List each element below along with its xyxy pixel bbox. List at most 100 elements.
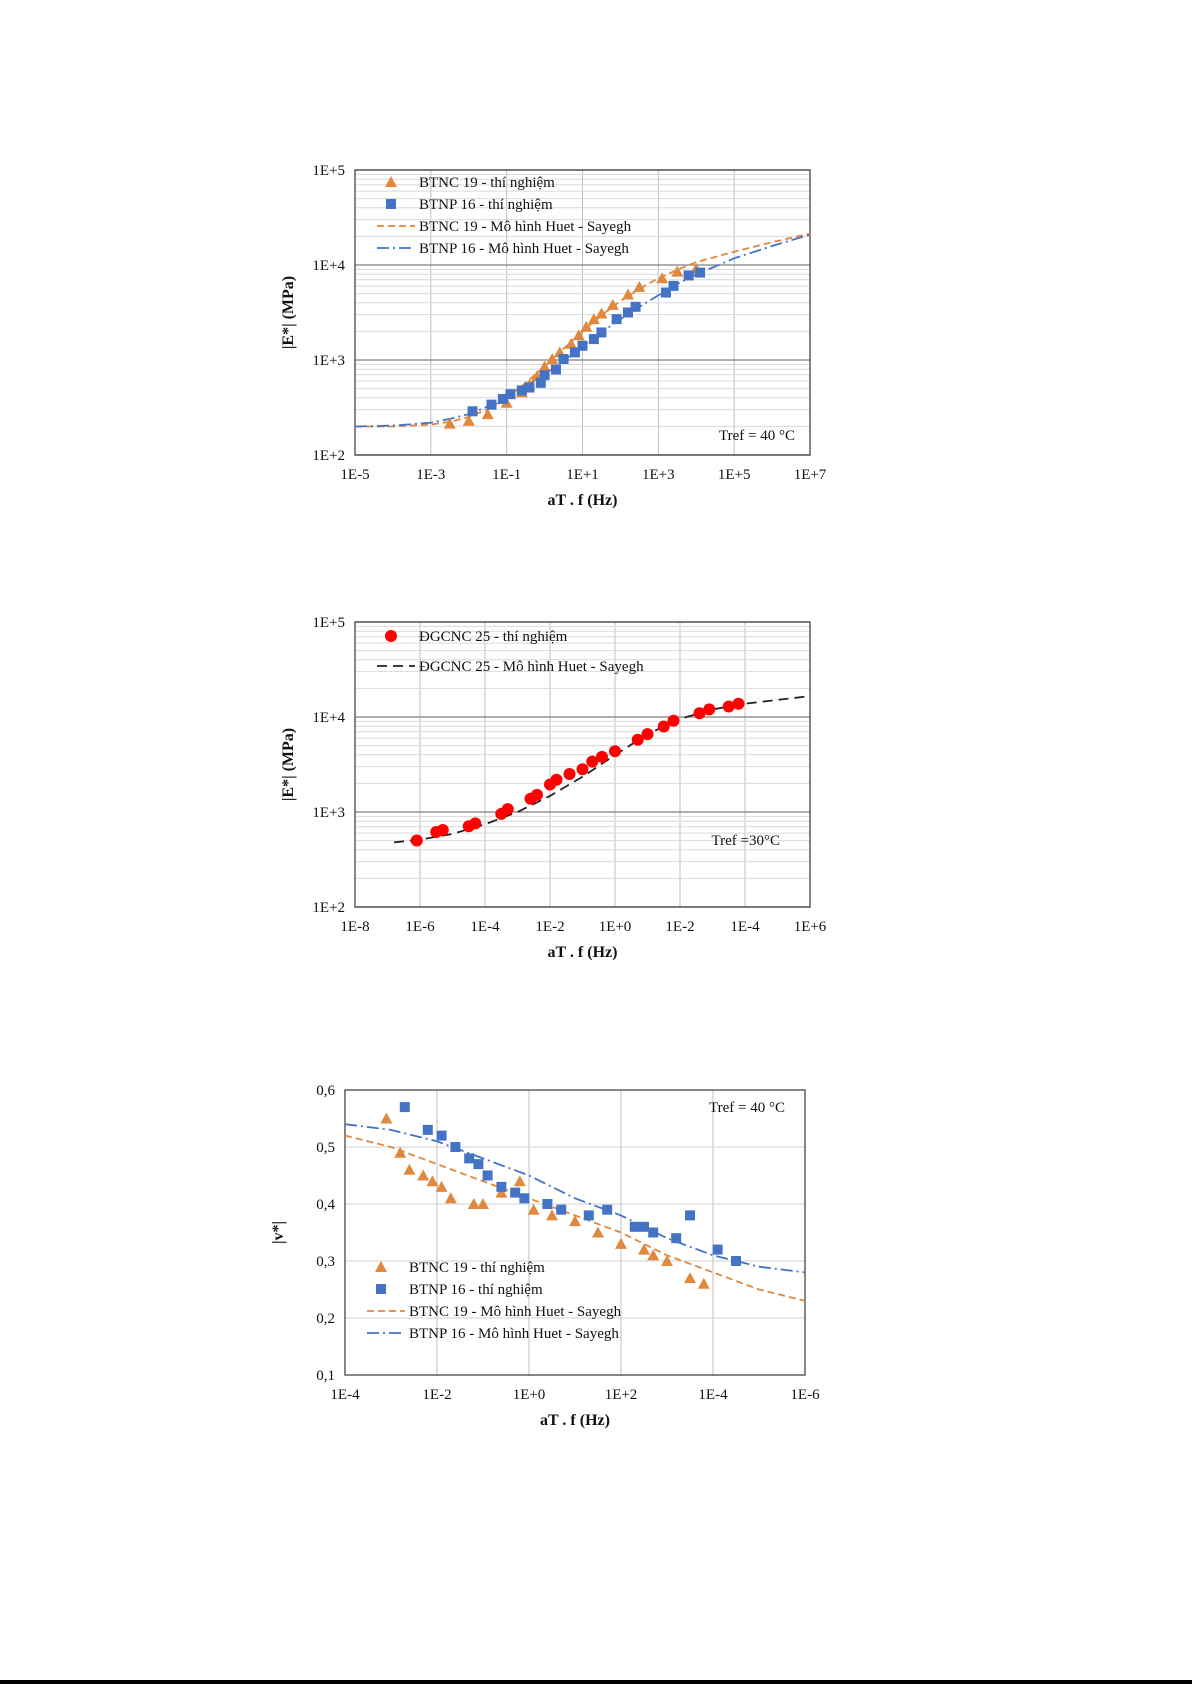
y-tick-label: 1E+3 — [312, 353, 345, 369]
y-tick-label: 0,4 — [316, 1197, 335, 1213]
data-point-triangle — [565, 337, 578, 349]
plot-frame — [354, 169, 811, 456]
plot-frame — [354, 621, 811, 908]
y-axis-label: |E*| (MPa) — [280, 728, 297, 801]
data-point-square — [671, 1233, 682, 1244]
data-point-circle — [563, 768, 576, 780]
data-point-triangle — [444, 1192, 457, 1204]
legend-label: BTNC 19 - Mô hình Huet - Sayegh — [409, 1304, 622, 1320]
y-tick-label: 0,3 — [316, 1254, 335, 1270]
series-line — [344, 1123, 806, 1274]
y-tick-label: 1E+5 — [312, 615, 345, 631]
data-point-square — [505, 389, 516, 400]
data-point-square — [731, 1256, 741, 1266]
data-point-triangle — [615, 1237, 627, 1249]
chart-poisson-ratio: 1E-4 1E-2 1E+0 1E+2 1E-4 1E-6 0,1 0,2 0,3 0,4 0,5 0… — [0, 1070, 1192, 1470]
data-point-triangle — [546, 1209, 558, 1221]
y-axis-label: |v*| — [270, 1221, 287, 1244]
data-point-square — [524, 382, 535, 393]
data-point-circle — [667, 714, 680, 727]
legend-label: BTNP 16 - Mô hình Huet - Sayegh — [419, 241, 629, 257]
data-point-triangle — [572, 329, 585, 341]
data-point-square — [496, 1181, 507, 1192]
data-point-square — [577, 340, 588, 351]
data-point-circle — [436, 824, 449, 837]
data-point-square — [639, 1221, 649, 1232]
reference-temperature-label: Tref = 40 °C — [709, 1100, 785, 1116]
chart-modulus-btnc-btnp: 1E-5 1E-3 1E-1 1E+1 1E+3 1E+5 1E+7 1E+2 1E+3 1E+4… — [0, 160, 1192, 560]
y-axis-label: |E*| (MPa) — [280, 276, 297, 349]
legend-label: BTNP 16 - thí nghiệm — [409, 1282, 543, 1298]
y-tick-label: 1E+4 — [312, 710, 345, 726]
data-point-triangle — [661, 1255, 673, 1266]
data-point-triangle — [656, 272, 669, 284]
data-point-triangle — [403, 1163, 416, 1175]
data-point-triangle — [569, 1215, 581, 1227]
x-tick-label: 1E+0 — [513, 1387, 546, 1403]
series-line — [393, 695, 811, 844]
y-tick-label: 1E+3 — [312, 805, 345, 821]
x-axis-label: aT . f (Hz) — [548, 944, 618, 961]
data-point-square — [588, 334, 599, 345]
data-point-circle — [385, 630, 397, 642]
legend-label: ĐGCNC 25 - thí nghiệm — [419, 629, 568, 645]
x-tick-label: 1E-1 — [492, 467, 521, 483]
y-tick-label: 1E+4 — [312, 258, 345, 274]
plot-frame — [344, 1089, 806, 1376]
data-point-triangle — [633, 280, 646, 292]
x-tick-label: 1E+0 — [599, 919, 632, 935]
y-tick-label: 0,6 — [316, 1083, 335, 1099]
data-point-square — [450, 1142, 461, 1152]
data-point-triangle — [592, 1226, 604, 1238]
data-point-triangle — [580, 320, 593, 332]
data-point-square — [596, 327, 607, 338]
data-point-circle — [586, 755, 599, 768]
data-point-square — [683, 270, 694, 281]
data-point-triangle — [435, 1180, 448, 1192]
x-tick-label: 1E+7 — [794, 467, 827, 483]
data-point-square — [685, 1210, 695, 1221]
data-point-square — [668, 280, 679, 291]
data-point-triangle — [385, 176, 397, 187]
data-point-circle — [722, 700, 735, 713]
x-tick-label: 1E+5 — [718, 467, 751, 483]
x-tick-label: 1E-4 — [730, 919, 760, 935]
data-point-circle — [576, 763, 589, 776]
legend-label: BTNP 16 - Mô hình Huet - Sayegh — [409, 1326, 619, 1342]
legend-label: BTNP 16 - thí nghiệm — [419, 197, 553, 213]
data-point-triangle — [527, 1203, 540, 1215]
data-point-triangle — [671, 265, 684, 277]
y-tick-label: 0,2 — [316, 1311, 335, 1327]
data-point-circle — [657, 720, 670, 733]
page-bottom-rule — [0, 1680, 1192, 1684]
x-tick-label: 1E+1 — [566, 467, 599, 483]
data-point-square — [535, 377, 546, 388]
data-point-circle — [703, 703, 716, 716]
data-point-square — [550, 364, 561, 375]
chart-3-svg: 1E-4 1E-2 1E+0 1E+2 1E-4 1E-6 0,1 0,2 0,3 0,4 0,5 0… — [270, 1083, 820, 1429]
x-tick-label: 1E-4 — [330, 1387, 360, 1403]
data-point-triangle — [684, 1272, 696, 1284]
data-point-circle — [550, 773, 563, 786]
data-point-triangle — [417, 1169, 430, 1181]
data-point-square — [611, 314, 622, 325]
data-point-square — [660, 287, 671, 298]
data-point-triangle — [380, 1112, 393, 1124]
x-tick-label: 1E-8 — [340, 919, 369, 935]
data-point-circle — [531, 788, 543, 801]
x-tick-label: 1E-3 — [416, 467, 445, 483]
data-point-triangle — [697, 1277, 710, 1289]
data-point-circle — [693, 707, 706, 720]
x-tick-label: 1E-2 — [535, 919, 564, 935]
chart-1-svg: 1E-5 1E-3 1E-1 1E+1 1E+3 1E+5 1E+7 1E+2 1E+3 1E+4… — [280, 163, 827, 509]
data-point-triangle — [606, 298, 619, 310]
data-point-triangle — [513, 1175, 526, 1187]
x-tick-label: 1E+2 — [605, 1387, 638, 1403]
data-point-triangle — [587, 313, 600, 325]
data-point-square — [399, 1102, 410, 1113]
y-tick-label: 0,1 — [316, 1368, 335, 1384]
data-point-circle — [596, 750, 608, 763]
data-point-square — [539, 370, 550, 381]
x-tick-label: 1E+6 — [794, 919, 827, 935]
data-point-triangle — [394, 1146, 407, 1158]
